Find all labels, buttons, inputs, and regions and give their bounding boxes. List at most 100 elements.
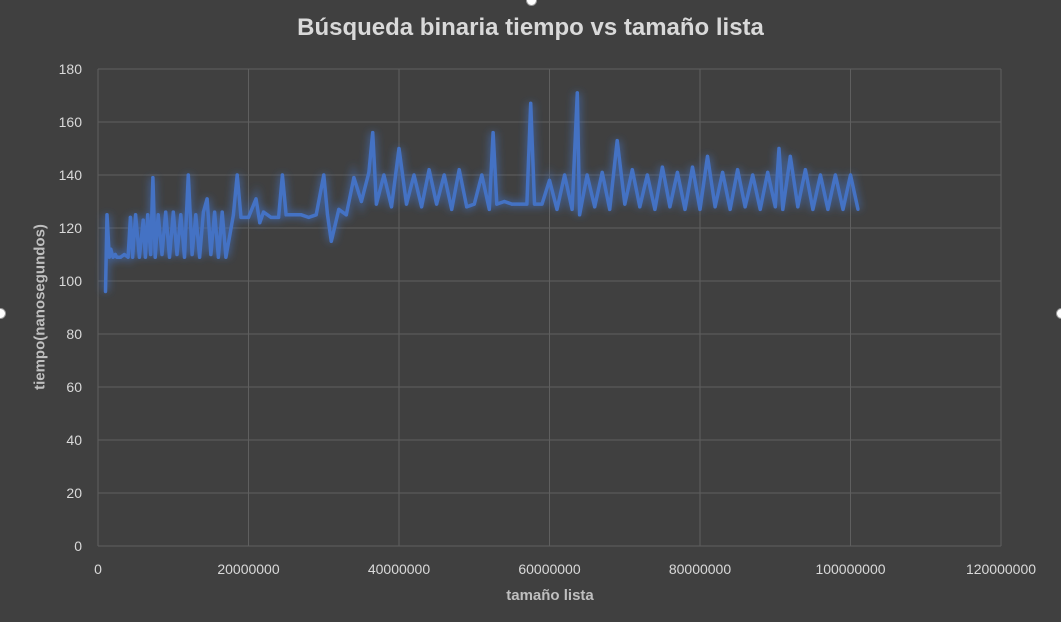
data-point bbox=[818, 173, 823, 177]
data-point bbox=[472, 202, 476, 206]
data-point bbox=[261, 210, 266, 214]
y-tick-label: 40 bbox=[66, 432, 82, 448]
data-point bbox=[593, 205, 597, 209]
data-point bbox=[107, 255, 111, 259]
data-point bbox=[216, 255, 220, 259]
data-point bbox=[796, 205, 800, 209]
data-point bbox=[280, 173, 284, 177]
data-point bbox=[781, 207, 785, 211]
x-tick-label: 120000000 bbox=[966, 561, 1036, 577]
data-point bbox=[773, 205, 777, 209]
x-tick-label: 40000000 bbox=[368, 561, 431, 577]
data-point bbox=[314, 213, 318, 217]
data-point bbox=[510, 202, 514, 206]
data-point bbox=[254, 197, 258, 201]
data-point bbox=[442, 173, 446, 177]
data-point bbox=[427, 168, 431, 172]
data-point bbox=[160, 252, 164, 257]
data-point bbox=[239, 215, 243, 219]
data-point bbox=[325, 213, 330, 217]
data-point bbox=[435, 202, 439, 206]
data-point bbox=[555, 207, 559, 211]
data-point bbox=[269, 215, 273, 219]
data-point bbox=[457, 168, 461, 172]
data-point bbox=[570, 207, 574, 211]
data-point bbox=[751, 173, 755, 177]
series-line bbox=[103, 91, 860, 292]
data-point bbox=[146, 213, 150, 217]
data-point bbox=[258, 221, 262, 225]
data-point bbox=[213, 210, 217, 214]
data-point bbox=[171, 210, 175, 214]
data-point bbox=[109, 247, 113, 251]
data-point bbox=[382, 173, 386, 177]
data-point bbox=[600, 170, 604, 174]
data-point bbox=[201, 210, 205, 214]
data-point bbox=[115, 255, 119, 259]
data-point bbox=[128, 215, 132, 219]
y-tick-label: 80 bbox=[66, 326, 82, 342]
y-tick-label: 20 bbox=[66, 485, 82, 501]
data-point bbox=[205, 197, 209, 201]
data-point bbox=[736, 168, 740, 172]
resize-handle-right[interactable] bbox=[1056, 308, 1061, 319]
data-point bbox=[623, 202, 627, 206]
data-point bbox=[235, 173, 239, 177]
data-point bbox=[167, 255, 172, 259]
series-layer bbox=[102, 91, 862, 294]
data-point bbox=[668, 205, 672, 209]
x-tick-label: 80000000 bbox=[669, 561, 732, 577]
data-point bbox=[450, 207, 454, 211]
data-point bbox=[151, 176, 155, 180]
data-point bbox=[638, 205, 642, 209]
data-point bbox=[412, 173, 416, 177]
data-point bbox=[374, 202, 378, 206]
data-point bbox=[153, 255, 157, 259]
data-point bbox=[299, 213, 303, 217]
data-point bbox=[728, 207, 732, 211]
data-point bbox=[547, 178, 552, 182]
x-axis-title: tamaño lista bbox=[506, 587, 594, 604]
data-point bbox=[803, 168, 808, 172]
data-point bbox=[307, 215, 311, 219]
data-point bbox=[698, 207, 702, 211]
data-point bbox=[766, 170, 770, 174]
data-point bbox=[134, 213, 138, 217]
data-point bbox=[224, 255, 228, 259]
data-point bbox=[721, 170, 725, 174]
y-tick-label: 160 bbox=[59, 114, 83, 130]
data-point bbox=[495, 202, 499, 206]
data-point bbox=[344, 213, 348, 217]
data-point bbox=[190, 252, 194, 257]
data-point bbox=[352, 176, 356, 180]
data-point bbox=[397, 146, 401, 151]
data-point bbox=[119, 255, 123, 259]
tick-labels: 0 20 40 60 80 100 120 140 160 180 0 20000000 4000000… bbox=[59, 61, 1037, 577]
data-point bbox=[175, 252, 179, 257]
data-point bbox=[111, 255, 115, 259]
data-point bbox=[198, 255, 202, 259]
data-point bbox=[705, 154, 710, 158]
data-point bbox=[246, 215, 251, 219]
data-point bbox=[645, 173, 649, 177]
data-point bbox=[841, 207, 845, 211]
data-point bbox=[284, 213, 288, 217]
x-tick-label: 0 bbox=[94, 561, 102, 577]
data-point bbox=[126, 255, 130, 259]
data-point bbox=[131, 255, 135, 259]
data-point bbox=[833, 173, 838, 177]
data-point bbox=[122, 252, 126, 257]
data-point bbox=[277, 215, 281, 219]
data-point bbox=[826, 207, 830, 211]
y-tick-label: 180 bbox=[59, 61, 83, 77]
data-point bbox=[179, 213, 183, 217]
data-point bbox=[653, 207, 657, 211]
data-point bbox=[683, 207, 687, 211]
data-point bbox=[420, 205, 424, 209]
data-point bbox=[856, 207, 860, 211]
data-point bbox=[113, 252, 117, 257]
data-point bbox=[389, 205, 394, 209]
data-point bbox=[563, 173, 567, 177]
